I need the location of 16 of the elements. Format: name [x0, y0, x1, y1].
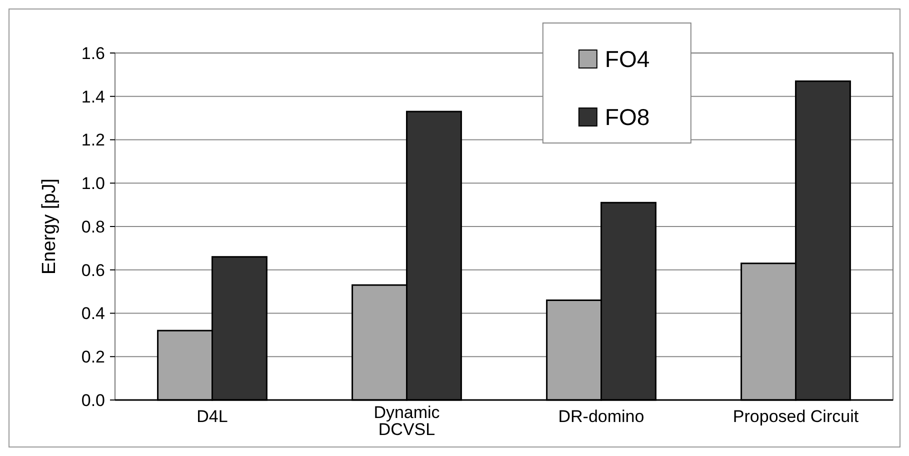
x-tick-label: Dynamic DCVSL	[374, 403, 440, 439]
y-tick-label: 0.0	[81, 390, 105, 410]
y-tick-label: 0.8	[81, 217, 105, 236]
legend-label: FO4	[604, 46, 650, 72]
x-tick-label: DR-domino	[558, 407, 644, 426]
y-axis-title: Energy [pJ]	[39, 178, 60, 275]
y-tick-label: 1.0	[81, 174, 105, 194]
x-tick-label: D4L	[196, 407, 228, 426]
y-tick-label: 0.4	[81, 304, 105, 324]
y-tick-label: 0.2	[81, 348, 105, 367]
y-tick-label: 0.6	[81, 260, 105, 280]
legend-label: FO8	[604, 104, 650, 130]
x-tick-label: Proposed Circuit	[732, 407, 859, 426]
y-tick-label: 1.2	[81, 130, 105, 150]
y-tick-label: 1.4	[81, 87, 105, 106]
y-tick-label: 1.6	[81, 44, 105, 63]
